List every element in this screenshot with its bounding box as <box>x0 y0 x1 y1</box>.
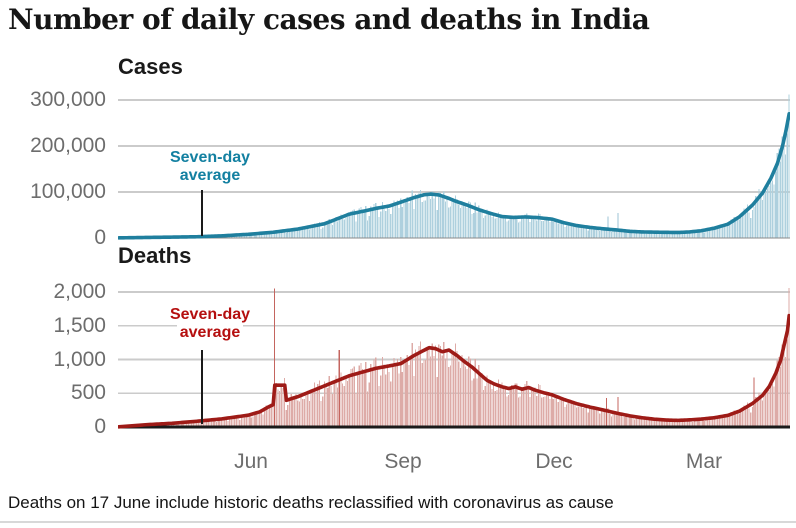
cases-y-tick-label: 0 <box>94 226 106 249</box>
cases-chart-title: Cases <box>118 54 183 79</box>
footnote: Deaths on 17 June include historic death… <box>8 493 614 512</box>
cases-annotation-line2: average <box>176 167 244 185</box>
deaths-y-tick-label: 0 <box>94 415 106 438</box>
cases-annotation-label: Seven-day average <box>130 149 290 185</box>
cases-annotation-pointer-line <box>201 190 203 236</box>
cases-annotation-line1: Seven-day <box>166 149 254 167</box>
x-tick-label-jun: Jun <box>234 450 268 473</box>
deaths-y-tick-label: 1,500 <box>53 314 106 337</box>
deaths-annotation-line1: Seven-day <box>166 306 254 324</box>
deaths-annotation-label: Seven-day average <box>130 306 290 342</box>
x-axis-labels: Jun Sep Dec Mar <box>0 450 796 476</box>
cases-y-tick-label: 300,000 <box>30 88 106 111</box>
deaths-plot-area <box>117 282 791 430</box>
cases-plot-area <box>117 88 791 240</box>
deaths-chart-title: Deaths <box>118 243 192 268</box>
deaths-y-tick-label: 500 <box>70 381 106 404</box>
x-tick-label-dec: Dec <box>535 450 573 473</box>
x-tick-label-sep: Sep <box>384 450 422 473</box>
deaths-annotation-line2: average <box>176 324 244 342</box>
deaths-annotation-pointer-line <box>201 350 203 424</box>
figure-title: Number of daily cases and deaths in Indi… <box>8 3 650 36</box>
cases-y-tick-label: 100,000 <box>30 180 106 203</box>
bottom-divider <box>0 521 796 523</box>
deaths-y-tick-label: 2,000 <box>53 280 106 303</box>
x-tick-label-mar: Mar <box>685 450 723 473</box>
deaths-y-tick-label: 1,000 <box>53 348 106 371</box>
cases-y-tick-label: 200,000 <box>30 134 106 157</box>
